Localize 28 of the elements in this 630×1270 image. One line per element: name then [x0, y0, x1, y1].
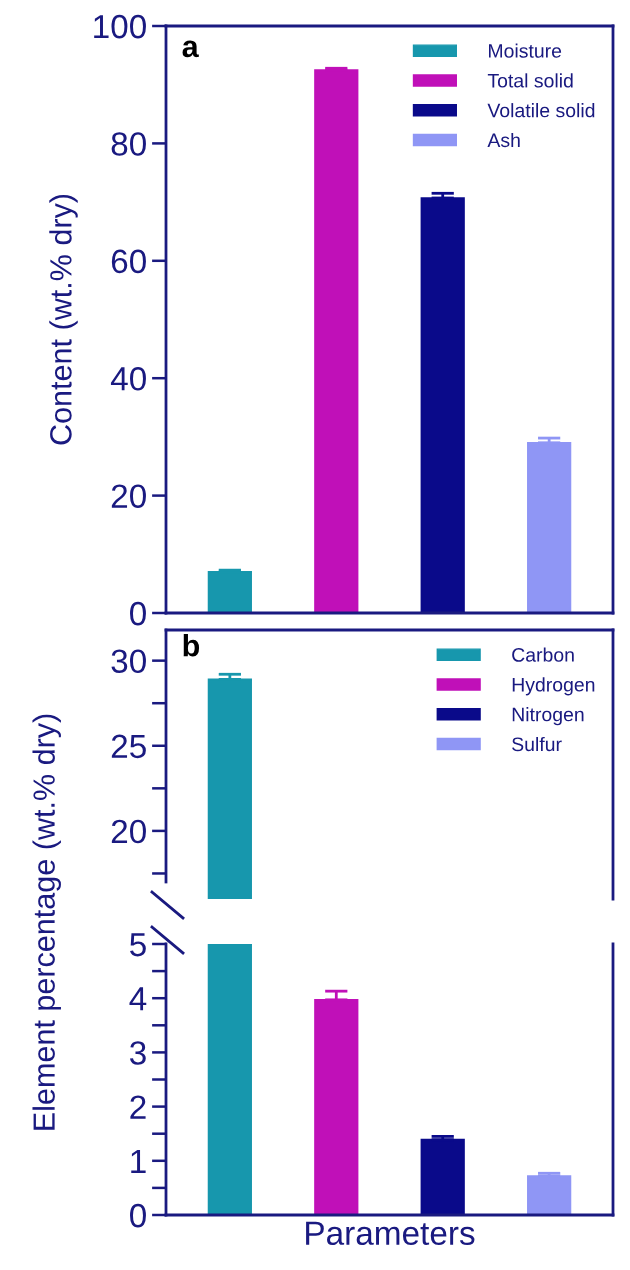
- legend-label: Total solid: [487, 73, 573, 88]
- y-tick-label: 80: [111, 132, 146, 156]
- legend-label: Ash: [487, 132, 520, 148]
- legend-label: Moisture: [489, 43, 562, 58]
- legend-label: Hydrogen: [512, 677, 595, 696]
- y-tick-label: 2: [130, 1095, 146, 1119]
- y-tick-label: 1: [131, 1149, 146, 1173]
- y-tick-label: 20: [111, 484, 146, 509]
- y-tick-label: 25: [111, 734, 146, 759]
- y-tick-label: 0: [130, 601, 146, 626]
- legend-label: Carbon: [512, 647, 574, 662]
- legend-label: Nitrogen: [512, 707, 584, 726]
- y-tick-label: 0: [130, 1203, 146, 1228]
- y-tick-label: 40: [110, 367, 146, 391]
- y-tick-label: 20: [111, 819, 146, 844]
- y-tick-label: 5: [130, 933, 146, 957]
- x-axis-title: Parameters: [306, 1221, 475, 1246]
- y-tick-label: 3: [129, 1041, 146, 1065]
- annotation: a: [182, 40, 199, 58]
- y-tick-label: 100: [94, 14, 146, 39]
- y-tick-label: 4: [129, 987, 147, 1011]
- y-axis-title: Content (wt.% dry): [49, 194, 78, 445]
- y-tick-label: 30: [111, 649, 146, 674]
- y-axis-title: Element percentage (wt.% dry): [32, 714, 61, 1130]
- legend-label: Sulfur: [512, 736, 562, 752]
- legend-label: Volatile solid: [487, 103, 595, 118]
- y-tick-label: 60: [111, 249, 146, 274]
- annotation: b: [183, 634, 200, 657]
